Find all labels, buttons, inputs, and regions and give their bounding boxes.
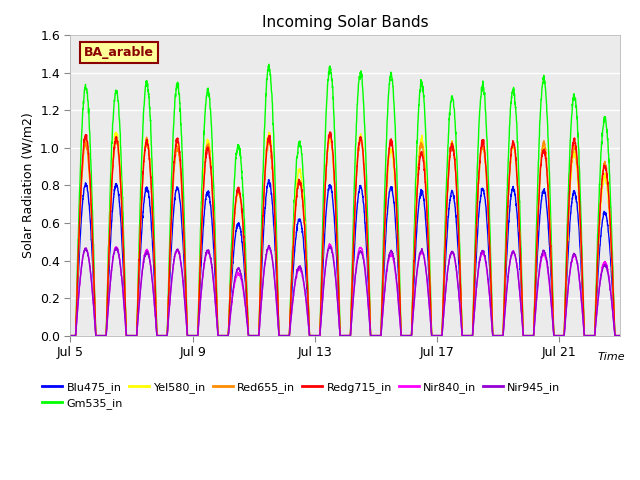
Blu475_in: [120, 269, 127, 275]
Nir945_in: [545, 277, 553, 283]
Red655_in: [266, 139, 274, 144]
Gm535_in: [265, 61, 273, 67]
Redg715_in: [545, 211, 553, 217]
Blu475_in: [545, 238, 553, 244]
Redg715_in: [363, 222, 371, 228]
Red655_in: [363, 223, 371, 228]
Nir945_in: [120, 299, 127, 304]
Nir945_in: [153, 332, 161, 337]
Redg715_in: [120, 252, 127, 258]
Redg715_in: [67, 333, 74, 338]
Nir945_in: [67, 333, 74, 338]
Yel580_in: [67, 333, 74, 338]
Yel580_in: [266, 132, 274, 138]
Nir840_in: [545, 279, 553, 285]
Red655_in: [545, 206, 553, 212]
Red655_in: [120, 254, 127, 260]
Blu475_in: [153, 331, 161, 337]
Red655_in: [153, 330, 161, 336]
Gm535_in: [616, 333, 624, 338]
Red655_in: [188, 333, 196, 338]
Red655_in: [67, 333, 74, 338]
Line: Gm535_in: Gm535_in: [70, 64, 620, 336]
Redg715_in: [326, 129, 333, 135]
Nir840_in: [153, 332, 161, 337]
Legend: Blu475_in, Gm535_in, Yel580_in, Red655_in, Redg715_in, Nir840_in, Nir945_in: Blu475_in, Gm535_in, Yel580_in, Red655_i…: [38, 377, 565, 413]
Y-axis label: Solar Radiation (W/m2): Solar Radiation (W/m2): [22, 113, 35, 258]
Nir945_in: [616, 333, 624, 338]
Yel580_in: [265, 129, 273, 135]
Nir840_in: [363, 283, 371, 289]
Gm535_in: [120, 235, 127, 241]
Line: Nir840_in: Nir840_in: [70, 244, 620, 336]
Nir840_in: [67, 333, 74, 338]
Nir840_in: [266, 245, 274, 251]
Line: Red655_in: Red655_in: [70, 132, 620, 336]
Text: BA_arable: BA_arable: [84, 46, 154, 59]
Yel580_in: [153, 330, 161, 336]
Yel580_in: [188, 333, 196, 338]
Yel580_in: [363, 220, 371, 226]
Nir945_in: [266, 245, 274, 251]
Blu475_in: [363, 249, 371, 255]
Gm535_in: [188, 333, 196, 338]
Line: Yel580_in: Yel580_in: [70, 132, 620, 336]
Gm535_in: [545, 168, 553, 173]
Redg715_in: [266, 132, 274, 138]
Text: Time: Time: [598, 352, 625, 362]
Nir945_in: [265, 242, 273, 248]
Title: Incoming Solar Bands: Incoming Solar Bands: [262, 15, 429, 30]
Nir840_in: [326, 241, 333, 247]
Redg715_in: [616, 333, 624, 338]
Gm535_in: [266, 70, 274, 75]
Gm535_in: [67, 333, 74, 338]
Nir840_in: [616, 333, 624, 338]
Line: Blu475_in: Blu475_in: [70, 180, 620, 336]
Nir945_in: [363, 286, 371, 292]
Yel580_in: [616, 333, 624, 338]
Yel580_in: [545, 205, 553, 211]
Gm535_in: [153, 330, 161, 336]
Yel580_in: [120, 250, 127, 255]
Nir945_in: [188, 333, 196, 338]
Blu475_in: [616, 333, 624, 338]
Blu475_in: [266, 180, 274, 186]
Line: Redg715_in: Redg715_in: [70, 132, 620, 336]
Redg715_in: [153, 330, 161, 336]
Red655_in: [326, 130, 333, 135]
Gm535_in: [363, 189, 371, 195]
Blu475_in: [265, 177, 273, 182]
Blu475_in: [67, 333, 74, 338]
Blu475_in: [188, 333, 196, 338]
Nir840_in: [120, 298, 127, 303]
Redg715_in: [188, 333, 196, 338]
Nir840_in: [188, 333, 196, 338]
Line: Nir945_in: Nir945_in: [70, 245, 620, 336]
Red655_in: [616, 333, 624, 338]
